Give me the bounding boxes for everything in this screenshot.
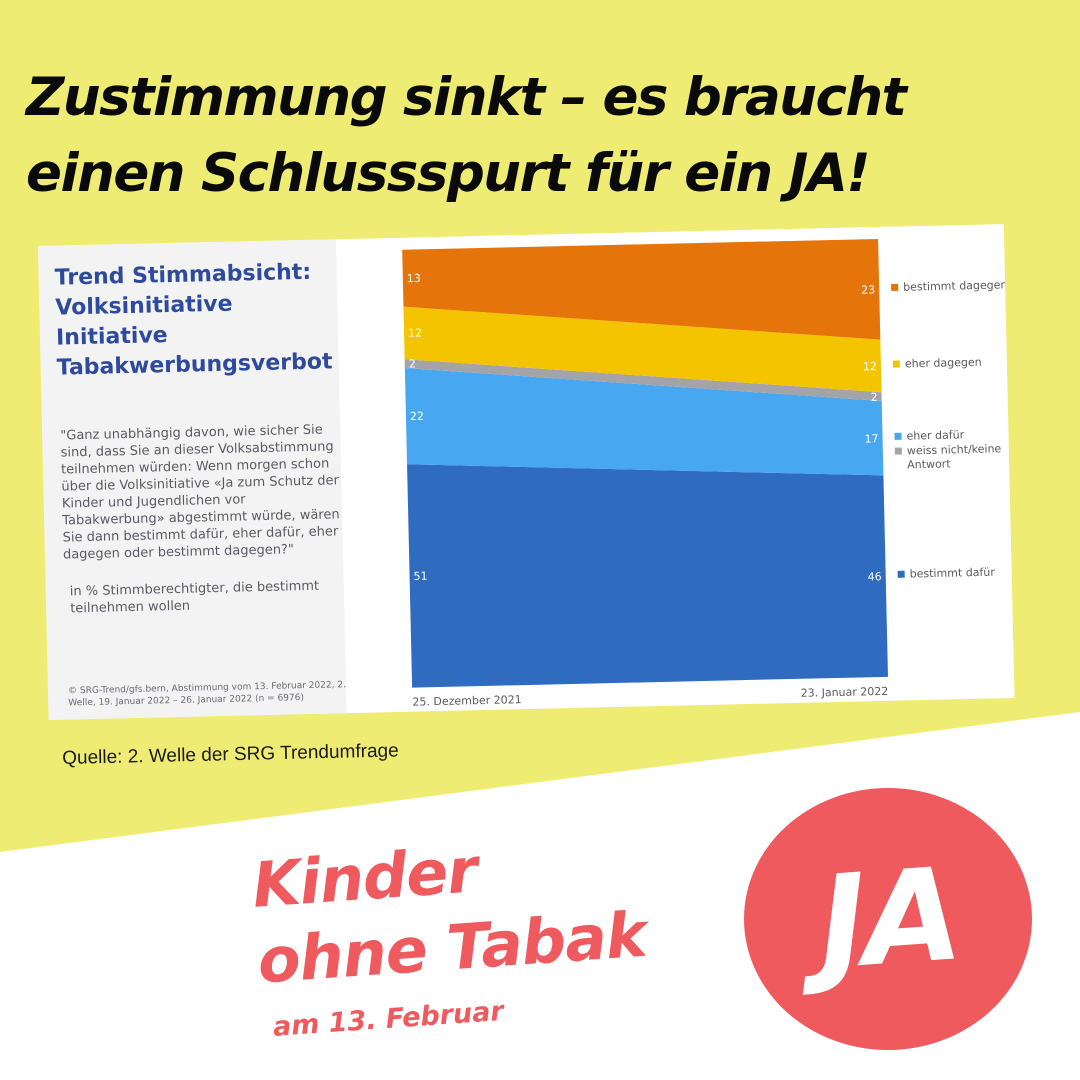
area-weiss-nicht-keine-antwort: [404, 359, 882, 401]
data-label: 12: [863, 360, 877, 373]
data-label: 2: [409, 357, 416, 370]
legend-label: weiss nicht/keineAntwort: [907, 442, 1002, 471]
copyright-footnote: © SRG-Trend/gfs.bern, Abstimmung vom 13.…: [67, 680, 347, 709]
ja-badge-label: JA: [813, 839, 963, 999]
area-bestimmt-dagegen: [402, 238, 881, 340]
legend-swatch: [892, 360, 900, 368]
legend-label: eher dagegen: [905, 356, 982, 371]
ja-badge: JA: [744, 788, 1032, 1050]
legend-label: bestimmt dafür: [910, 566, 996, 581]
legend-swatch: [894, 432, 902, 440]
legend-label: bestimmt dagegen: [903, 278, 1008, 293]
area-bestimmt-dafür: [407, 464, 888, 688]
data-label: 12: [408, 327, 422, 340]
legend-label: eher dafür: [906, 428, 964, 442]
chart-info-panel: Trend Stimmabsicht: Volksinitiative Init…: [38, 239, 347, 720]
legend-swatch: [897, 570, 905, 578]
data-label: 17: [864, 432, 878, 445]
data-label: 23: [861, 283, 875, 296]
area-eher-dafür: [404, 367, 884, 476]
campaign-slogan: Kinder ohne Tabak: [250, 821, 648, 1000]
legend-swatch: [894, 447, 902, 455]
chart-card: Trend Stimmabsicht: Volksinitiative Init…: [38, 224, 1015, 720]
headline-line-2: einen Schlussspurt für ein JA!: [26, 143, 871, 204]
x-tick-label: 25. Dezember 2021: [412, 693, 522, 708]
data-label: 51: [413, 570, 427, 583]
data-label: 46: [868, 570, 882, 583]
data-label: 2: [871, 391, 878, 404]
unit-note: in % Stimmberechtigter, die bestimmt tei…: [69, 578, 320, 617]
x-tick-label: 23. Januar 2022: [801, 685, 889, 700]
legend-swatch: [891, 283, 899, 292]
chart-title: Trend Stimmabsicht: Volksinitiative Init…: [54, 257, 347, 384]
headline: Zustimmung sinkt – es braucht einen Schl…: [26, 60, 1066, 212]
data-label: 13: [407, 272, 421, 285]
data-label: 22: [410, 410, 424, 423]
survey-question: "Ganz unabhängig davon, wie sicher Sie s…: [60, 422, 340, 563]
headline-line-1: Zustimmung sinkt – es braucht: [26, 67, 907, 128]
chart-title-line: Tabakwerbungsverbot: [56, 349, 333, 381]
area-eher-dagegen: [403, 306, 882, 393]
